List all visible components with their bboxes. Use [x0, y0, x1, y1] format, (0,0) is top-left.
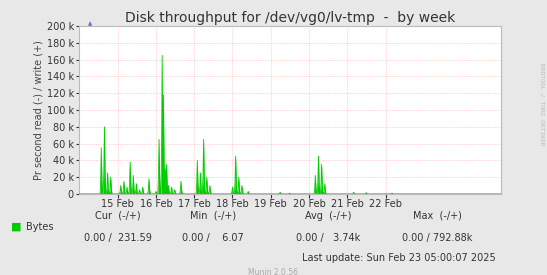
Text: RRDTOOL / TOBI OETIKER: RRDTOOL / TOBI OETIKER: [539, 63, 544, 146]
Text: 0.00 / 792.88k: 0.00 / 792.88k: [403, 233, 473, 243]
Text: 0.00 /   3.74k: 0.00 / 3.74k: [296, 233, 360, 243]
Text: Munin 2.0.56: Munin 2.0.56: [248, 268, 299, 275]
Text: Last update: Sun Feb 23 05:00:07 2025: Last update: Sun Feb 23 05:00:07 2025: [302, 253, 496, 263]
Text: Min  (-/+): Min (-/+): [190, 211, 236, 221]
Text: 0.00 /    6.07: 0.00 / 6.07: [183, 233, 244, 243]
Text: Cur  (-/+): Cur (-/+): [95, 211, 141, 221]
Y-axis label: Pr second read (-) / write (+): Pr second read (-) / write (+): [34, 40, 44, 180]
Text: ▲: ▲: [88, 21, 92, 26]
Text: ■: ■: [11, 222, 21, 232]
Text: Avg  (-/+): Avg (-/+): [305, 211, 352, 221]
Text: 0.00 /  231.59: 0.00 / 231.59: [84, 233, 152, 243]
Text: Max  (-/+): Max (-/+): [413, 211, 462, 221]
Text: Bytes: Bytes: [26, 222, 54, 232]
Title: Disk throughput for /dev/vg0/lv-tmp  -  by week: Disk throughput for /dev/vg0/lv-tmp - by…: [125, 11, 455, 25]
